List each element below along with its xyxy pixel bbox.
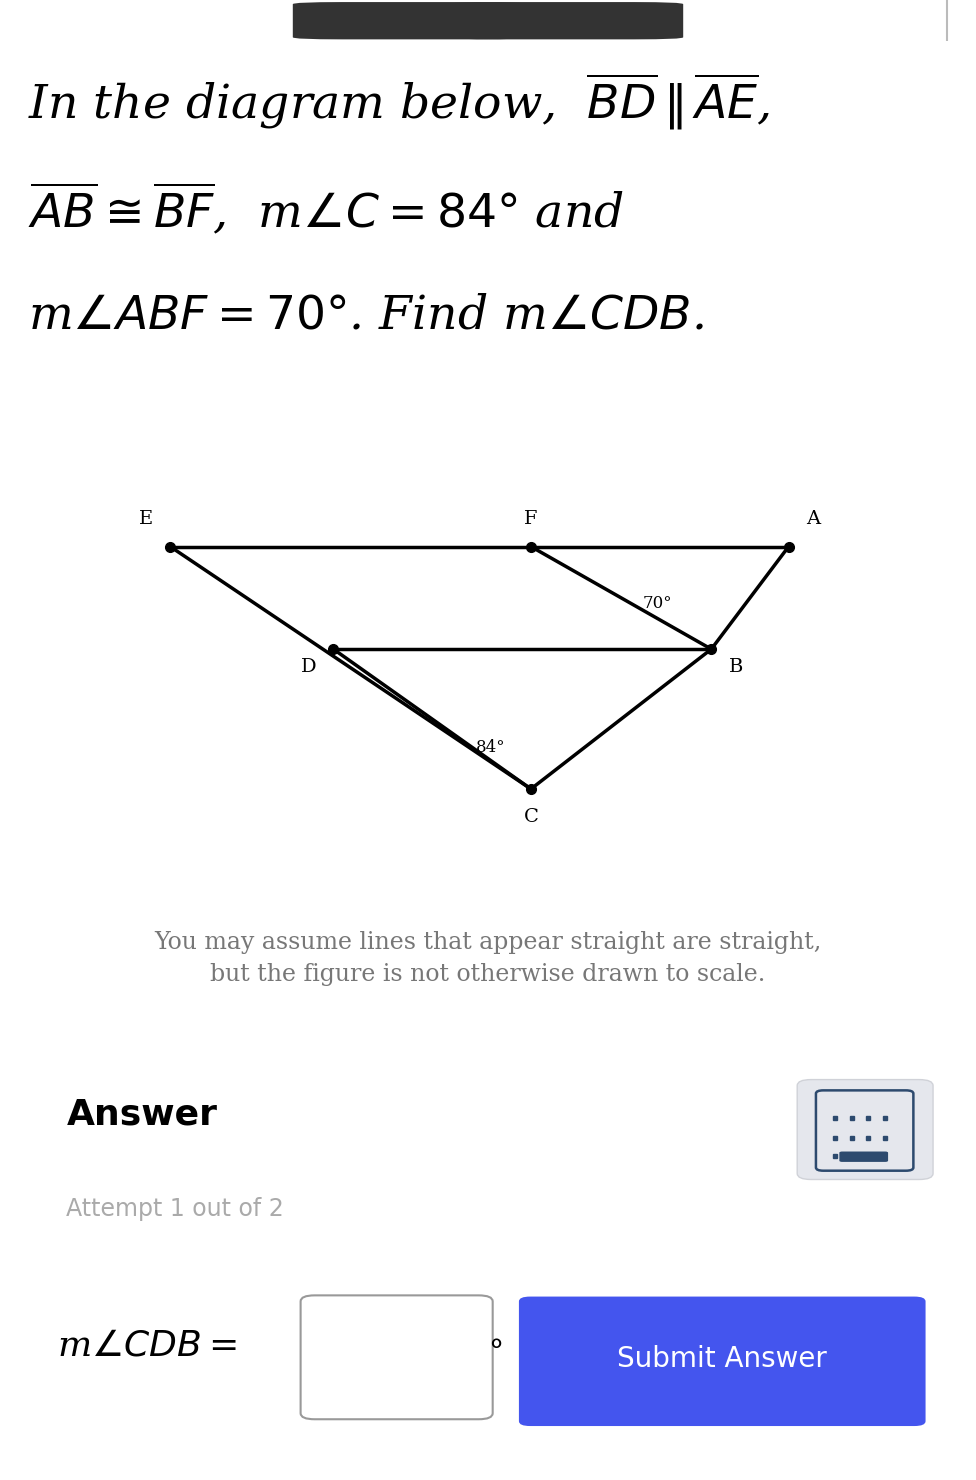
Text: You may assume lines that appear straight are straight,
but the figure is not ot: You may assume lines that appear straigh… (154, 931, 822, 986)
Text: °: ° (488, 1338, 503, 1369)
Text: In the diagram below,  $\overline{BD}\,\|\,\overline{AE}$,: In the diagram below, $\overline{BD}\,\|… (28, 71, 770, 132)
Text: Submit Answer: Submit Answer (617, 1345, 828, 1373)
Text: B: B (728, 659, 743, 676)
FancyBboxPatch shape (449, 1, 683, 40)
Text: 84°: 84° (475, 740, 506, 756)
Text: 70°: 70° (642, 595, 672, 611)
Text: E: E (139, 511, 153, 528)
FancyBboxPatch shape (293, 1, 527, 40)
FancyBboxPatch shape (816, 1091, 914, 1171)
Text: m$\angle CDB =$: m$\angle CDB =$ (57, 1329, 237, 1362)
Text: F: F (524, 511, 538, 528)
Text: m$\angle ABF = 70°$. Find m$\angle CDB$.: m$\angle ABF = 70°$. Find m$\angle CDB$. (28, 293, 705, 339)
Text: C: C (523, 808, 539, 826)
FancyBboxPatch shape (839, 1151, 888, 1162)
FancyBboxPatch shape (301, 1295, 493, 1419)
Text: D: D (301, 659, 316, 676)
Text: Attempt 1 out of 2: Attempt 1 out of 2 (66, 1197, 284, 1221)
FancyBboxPatch shape (797, 1079, 933, 1180)
Text: A: A (806, 511, 820, 528)
FancyBboxPatch shape (519, 1296, 925, 1427)
Text: Answer: Answer (66, 1098, 218, 1132)
Text: $\overline{AB}\cong\overline{BF}$,  m$\angle C = 84°$ and: $\overline{AB}\cong\overline{BF}$, m$\an… (28, 182, 624, 237)
